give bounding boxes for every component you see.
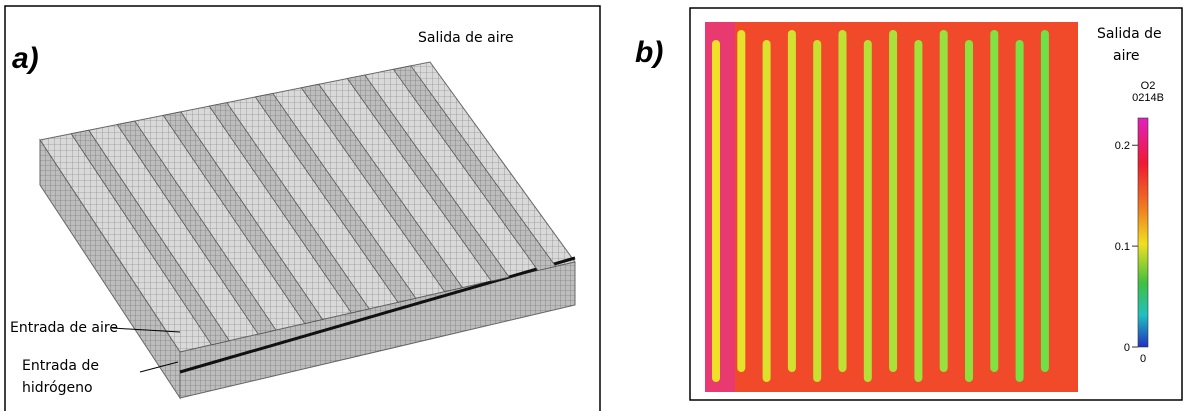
- channel: [914, 40, 922, 382]
- channel: [1016, 40, 1024, 382]
- tick-label: 0.2: [1115, 140, 1130, 152]
- mesh-model: [40, 62, 575, 398]
- tick-label: 0: [1124, 342, 1130, 354]
- panel-label: b): [635, 36, 663, 69]
- channel: [813, 40, 821, 382]
- contour-map: [705, 22, 1078, 392]
- channel: [965, 40, 973, 382]
- channel: [990, 30, 998, 372]
- colorbar-subtitle: 0214B: [1132, 92, 1164, 104]
- annotation: Salida de: [1097, 26, 1162, 42]
- figure: a) Salida de aire Entrada de aire Entrad…: [0, 0, 1183, 411]
- colorbar: [1138, 118, 1148, 347]
- annotation: hidrógeno: [22, 380, 93, 396]
- channel: [864, 40, 872, 382]
- channel: [940, 30, 948, 372]
- channel: [1041, 30, 1049, 372]
- channel: [712, 40, 720, 382]
- annotation: Entrada de aire: [10, 320, 118, 336]
- tick-label: 0.1: [1115, 241, 1130, 253]
- channel: [737, 30, 745, 372]
- range-label: 0: [1140, 353, 1146, 365]
- channel: [788, 30, 796, 372]
- annotation: aire: [1113, 48, 1140, 64]
- panel-label: a): [12, 42, 39, 75]
- annotation: Entrada de: [22, 358, 99, 374]
- channel: [889, 30, 897, 372]
- channel: [839, 30, 847, 372]
- colorbar-title: O2: [1141, 80, 1156, 92]
- channel: [763, 40, 771, 382]
- annotation: Salida de aire: [418, 30, 514, 46]
- page: {"panel_a":{"label":"a)","air_outlet":"S…: [0, 0, 1183, 411]
